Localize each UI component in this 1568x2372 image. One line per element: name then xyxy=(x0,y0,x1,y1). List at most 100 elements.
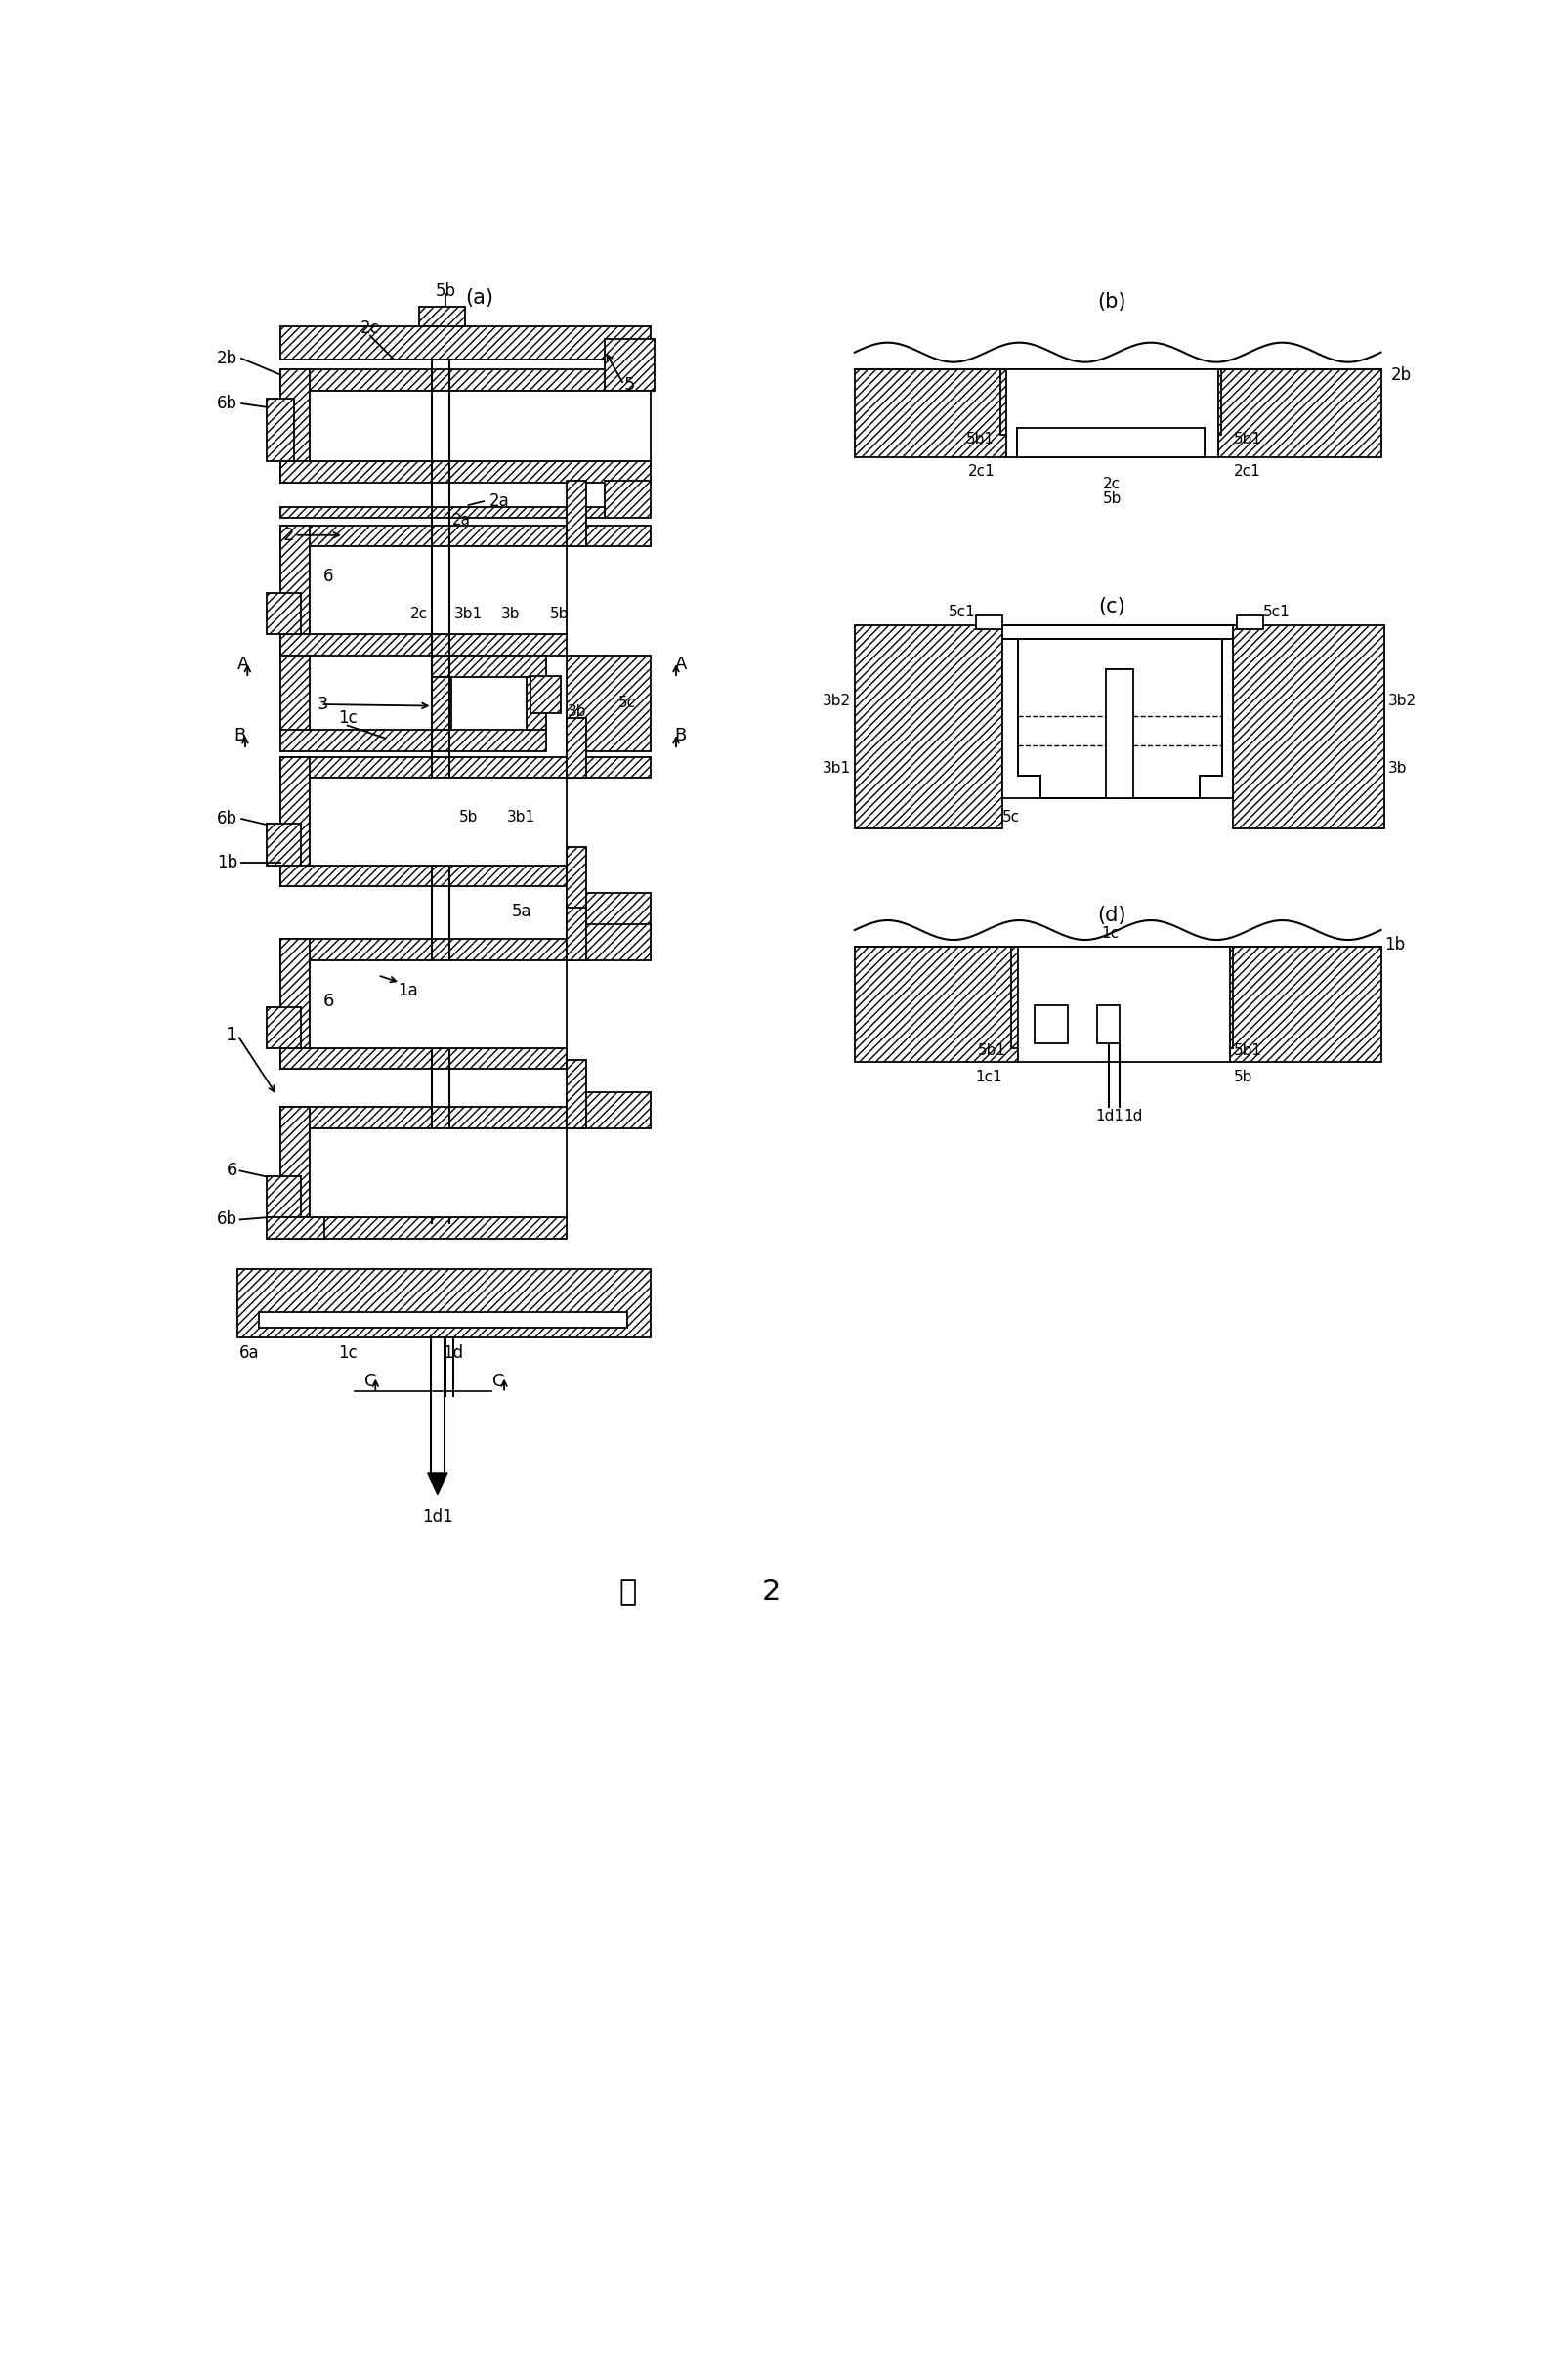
Bar xyxy=(281,1048,568,1070)
Text: 1b: 1b xyxy=(1385,937,1405,954)
Bar xyxy=(1000,370,1016,434)
Text: (a): (a) xyxy=(466,289,494,308)
Text: 6: 6 xyxy=(323,994,334,1010)
Bar xyxy=(1016,427,1204,458)
Text: 1d: 1d xyxy=(444,1345,464,1362)
Text: 1c1: 1c1 xyxy=(975,1070,1002,1084)
Bar xyxy=(309,391,651,463)
Bar xyxy=(281,731,433,752)
Text: 3b2: 3b2 xyxy=(1389,693,1417,707)
Text: 5b1: 5b1 xyxy=(1234,432,1262,446)
Text: 5b1: 5b1 xyxy=(966,432,994,446)
Bar xyxy=(1011,946,1029,1048)
Text: 1a: 1a xyxy=(398,982,419,999)
Text: 2c1: 2c1 xyxy=(1234,465,1261,479)
Bar xyxy=(281,508,605,517)
Text: (c): (c) xyxy=(1099,598,1126,617)
Text: A: A xyxy=(674,655,687,674)
Text: 6a: 6a xyxy=(238,1345,259,1362)
Text: 2c: 2c xyxy=(361,320,379,337)
Bar xyxy=(1018,946,1229,1063)
Bar xyxy=(1234,626,1385,828)
Bar xyxy=(1237,617,1264,629)
Bar xyxy=(1204,370,1221,434)
Bar xyxy=(281,655,309,731)
Bar xyxy=(281,1217,568,1238)
Bar xyxy=(281,1108,309,1238)
Text: 2b: 2b xyxy=(216,349,238,368)
Bar xyxy=(568,892,651,932)
Bar xyxy=(281,370,651,391)
Bar xyxy=(568,524,651,546)
Text: 5b: 5b xyxy=(459,809,478,825)
Bar xyxy=(267,1177,301,1217)
Bar xyxy=(309,546,568,633)
Bar xyxy=(267,398,293,463)
Text: 2: 2 xyxy=(284,527,295,543)
Bar xyxy=(281,757,568,778)
Bar xyxy=(433,676,452,731)
Bar xyxy=(267,1006,301,1048)
Text: 3b2: 3b2 xyxy=(823,693,851,707)
Bar xyxy=(267,823,301,866)
Bar xyxy=(267,593,301,633)
Text: 5b1: 5b1 xyxy=(1234,1044,1262,1058)
Text: 3b: 3b xyxy=(568,704,586,719)
Text: 3: 3 xyxy=(317,695,329,714)
Text: 2a: 2a xyxy=(489,493,510,510)
Bar xyxy=(568,847,586,932)
Text: (d): (d) xyxy=(1098,906,1126,925)
Bar xyxy=(281,370,309,482)
Bar xyxy=(309,778,568,866)
Text: B: B xyxy=(674,728,687,745)
Text: 1d1: 1d1 xyxy=(422,1509,453,1525)
Text: A: A xyxy=(237,655,249,674)
Bar xyxy=(259,1312,627,1328)
Bar xyxy=(281,939,309,1070)
Bar xyxy=(281,866,568,887)
Bar xyxy=(530,676,561,714)
Bar xyxy=(433,655,546,676)
Bar xyxy=(1229,946,1381,1063)
Bar xyxy=(568,1060,586,1129)
Text: 6b: 6b xyxy=(216,394,238,413)
Bar xyxy=(309,961,568,1048)
Bar xyxy=(281,524,568,546)
Text: 6: 6 xyxy=(226,1162,238,1179)
Bar xyxy=(527,676,546,731)
Bar xyxy=(281,524,309,655)
Bar xyxy=(1215,946,1232,1048)
Text: 1c: 1c xyxy=(337,1345,358,1362)
Text: 5c1: 5c1 xyxy=(1264,605,1290,619)
Bar xyxy=(1218,370,1381,458)
Bar xyxy=(568,908,586,961)
Bar xyxy=(568,479,586,546)
Text: 3b1: 3b1 xyxy=(455,607,483,621)
Bar xyxy=(419,308,464,325)
Text: 2c: 2c xyxy=(411,607,428,621)
Text: 6b: 6b xyxy=(216,809,238,828)
Text: 2c1: 2c1 xyxy=(967,465,994,479)
Text: 1b: 1b xyxy=(216,854,238,871)
Text: 2: 2 xyxy=(762,1577,781,1606)
Text: C: C xyxy=(364,1373,376,1390)
Text: 図: 図 xyxy=(619,1577,637,1606)
Text: 5c: 5c xyxy=(619,695,637,709)
Text: 5b: 5b xyxy=(1102,491,1121,505)
Text: 3b: 3b xyxy=(500,607,519,621)
Bar xyxy=(238,1269,651,1338)
Text: 2a: 2a xyxy=(452,512,470,527)
Text: 1d1: 1d1 xyxy=(1096,1108,1124,1124)
Text: 3b1: 3b1 xyxy=(823,761,851,776)
Text: 5b: 5b xyxy=(436,282,456,299)
Text: 3b1: 3b1 xyxy=(508,809,536,825)
Bar xyxy=(568,757,651,778)
Bar xyxy=(975,617,1002,629)
Bar xyxy=(605,479,651,517)
Bar xyxy=(568,1091,651,1129)
Bar xyxy=(281,757,309,887)
Text: 5: 5 xyxy=(624,375,635,394)
Bar xyxy=(568,719,586,778)
Bar xyxy=(281,939,568,961)
Bar xyxy=(267,1217,325,1238)
